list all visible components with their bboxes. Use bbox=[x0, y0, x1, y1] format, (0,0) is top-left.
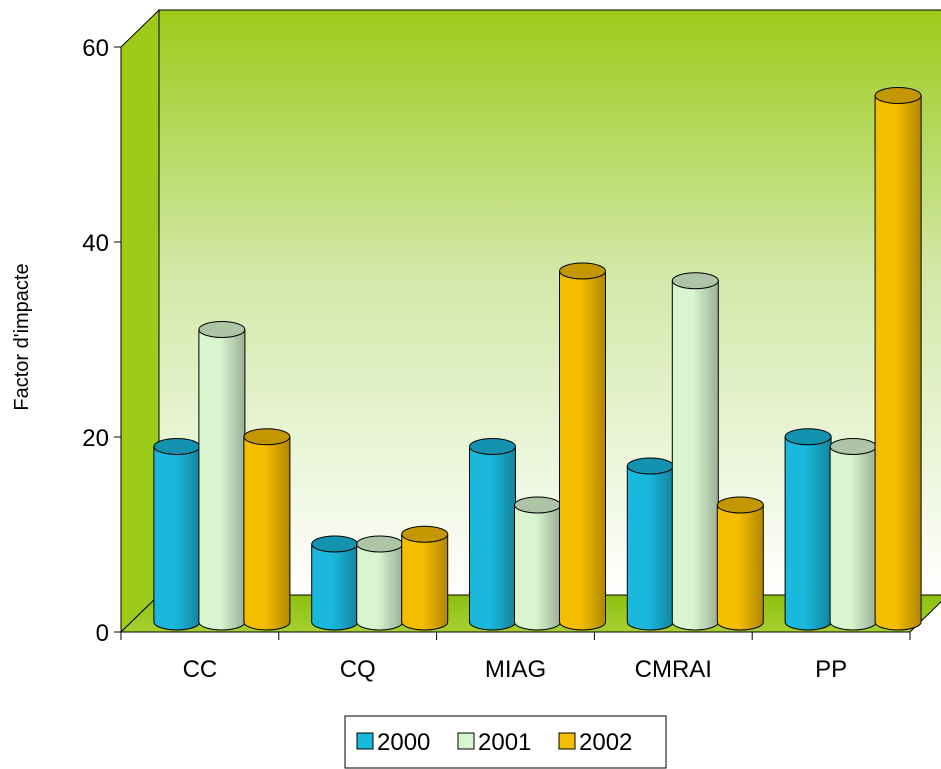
bar-CMRAI-2001 bbox=[671, 272, 719, 631]
x-tick-label: CC bbox=[183, 656, 218, 683]
bar-top bbox=[401, 525, 449, 543]
bar-body bbox=[829, 446, 877, 631]
bar-PP-2000 bbox=[784, 428, 832, 631]
y-axis-title: Factor d'impacte bbox=[11, 263, 33, 410]
bar-body bbox=[874, 95, 922, 631]
bar-CC-2001 bbox=[198, 321, 246, 631]
bar-top bbox=[626, 457, 674, 475]
bar-CC-2000 bbox=[153, 438, 201, 631]
y-tick-label: 20 bbox=[82, 425, 109, 452]
bar-CMRAI-2000 bbox=[626, 457, 674, 631]
bar-body bbox=[311, 543, 359, 631]
bar-top bbox=[784, 428, 832, 446]
y-axis: 0 20 40 60 bbox=[82, 35, 122, 647]
bar-body bbox=[356, 543, 404, 631]
bar-top bbox=[874, 87, 922, 104]
legend: 2000 2001 2002 bbox=[344, 715, 667, 769]
legend-label: 2000 bbox=[377, 729, 430, 756]
side-wall bbox=[120, 8, 160, 634]
legend-swatch bbox=[457, 732, 475, 750]
bar-top bbox=[311, 535, 359, 553]
bar-CQ-2000 bbox=[311, 535, 359, 631]
y-tick-label: 60 bbox=[82, 35, 109, 62]
bars bbox=[153, 87, 922, 631]
bar-body bbox=[153, 446, 201, 631]
bar-top bbox=[514, 496, 561, 514]
bar-top bbox=[198, 321, 246, 338]
bar-top bbox=[356, 535, 404, 553]
x-tick-label: PP bbox=[815, 656, 847, 683]
bar-body bbox=[671, 280, 719, 631]
bar-top bbox=[559, 262, 606, 280]
legend-label: 2002 bbox=[579, 729, 632, 756]
bar-body bbox=[514, 504, 561, 631]
x-tick-label: CQ bbox=[340, 656, 376, 683]
bar-top bbox=[243, 428, 291, 446]
bar-body bbox=[559, 270, 606, 631]
bar-body bbox=[401, 533, 449, 631]
bar-top bbox=[469, 438, 516, 455]
legend-swatch bbox=[558, 732, 576, 750]
bar-body bbox=[784, 436, 832, 631]
bar-CC-2002 bbox=[243, 428, 291, 631]
bar-top bbox=[716, 496, 764, 514]
bar-body bbox=[198, 329, 246, 631]
y-tick-label: 0 bbox=[96, 620, 109, 647]
bar-body bbox=[716, 504, 764, 631]
bar-MIAG-2001 bbox=[514, 496, 561, 631]
x-tick-label: MIAG bbox=[485, 656, 546, 683]
bar-CMRAI-2002 bbox=[716, 496, 764, 631]
bar-body bbox=[626, 465, 674, 631]
legend-swatch bbox=[356, 732, 374, 750]
bar-PP-2001 bbox=[829, 438, 877, 631]
legend-box bbox=[344, 715, 667, 769]
bar-top bbox=[829, 438, 877, 455]
bar-body bbox=[469, 446, 516, 631]
bar-top bbox=[671, 272, 719, 290]
bar-MIAG-2002 bbox=[559, 262, 606, 631]
bar-top bbox=[153, 438, 201, 455]
bar-body bbox=[243, 436, 291, 631]
bar-CQ-2002 bbox=[401, 525, 449, 631]
x-tick-label: CMRAI bbox=[635, 656, 712, 683]
bar-CQ-2001 bbox=[356, 535, 404, 631]
bar-MIAG-2000 bbox=[469, 438, 516, 631]
bar-PP-2002 bbox=[874, 87, 922, 631]
legend-label: 2001 bbox=[478, 729, 531, 756]
x-axis: CC CQ MIAG CMRAI PP bbox=[120, 631, 911, 683]
y-tick-label: 40 bbox=[82, 230, 109, 257]
